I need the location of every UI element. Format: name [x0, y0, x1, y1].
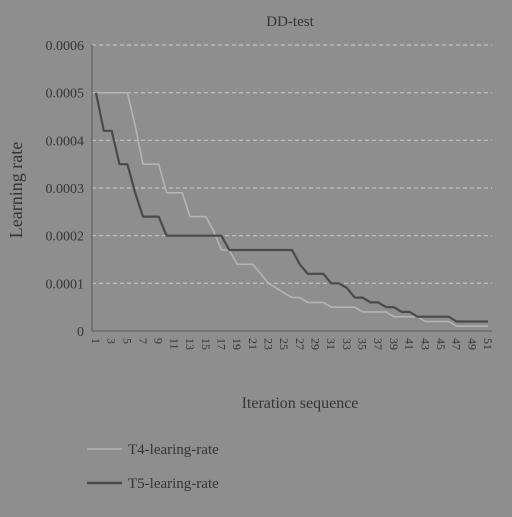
legend: T4-learing-rate T5-learing-rate [87, 442, 219, 492]
x-tick-label: 1 [89, 338, 103, 344]
x-tick-label: 7 [136, 338, 150, 344]
x-tick-label: 43 [418, 338, 432, 350]
x-tick-label: 19 [230, 338, 244, 350]
y-tick-label: 0 [77, 325, 84, 340]
x-tick-label: 51 [481, 338, 495, 350]
x-tick-label: 35 [356, 338, 370, 350]
x-tick-label: 15 [199, 338, 213, 350]
x-tick-label: 11 [167, 338, 181, 350]
x-tick-label: 23 [261, 338, 275, 350]
x-tick-label: 13 [183, 338, 197, 350]
y-axis-label: Learning rate [6, 142, 26, 238]
x-tick-label: 37 [371, 338, 385, 350]
y-tick-label: 0.0005 [46, 87, 85, 102]
x-tick-label: 47 [450, 338, 464, 350]
x-tick-label: 17 [214, 338, 228, 350]
x-tick-label: 9 [152, 338, 166, 344]
x-tick-label: 27 [293, 338, 307, 350]
x-tick-label: 29 [309, 338, 323, 350]
y-tick-label: 0.0006 [46, 39, 85, 54]
x-tick-label: 49 [465, 338, 479, 350]
legend-label: T4-learing-rate [128, 442, 219, 458]
y-tick-label: 0.0002 [46, 230, 85, 245]
x-tick-label: 5 [120, 338, 134, 344]
series-line-t5 [94, 92, 488, 323]
x-tick-label: 3 [105, 338, 119, 344]
x-tick-label: 25 [277, 338, 291, 350]
x-tick-label: 31 [324, 338, 338, 350]
y-tick-label: 0.0004 [46, 134, 85, 149]
y-tick-label: 0.0003 [46, 182, 85, 197]
chart-title: DD-test [266, 14, 314, 30]
legend-label: T5-learing-rate [128, 476, 219, 492]
x-tick-label: 41 [403, 338, 417, 350]
x-tick-label: 39 [387, 338, 401, 350]
x-axis-label: Iteration sequence [242, 395, 359, 412]
x-tick-label: 33 [340, 338, 354, 350]
series-line-t4 [96, 91, 488, 328]
x-tick-label: 21 [246, 338, 260, 350]
x-tick-label: 45 [434, 338, 448, 350]
y-tick-label: 0.0001 [46, 277, 85, 292]
